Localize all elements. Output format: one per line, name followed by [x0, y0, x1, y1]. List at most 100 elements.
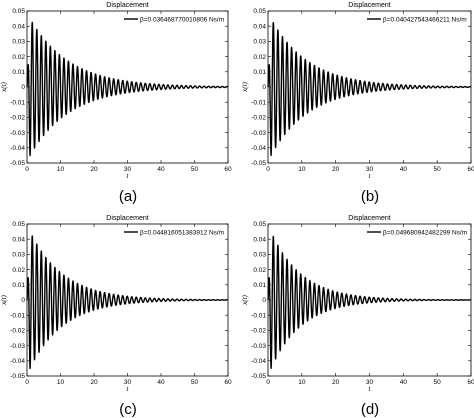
y-tick-label: 0: [262, 84, 266, 91]
y-tick-label: -0.02: [251, 115, 266, 122]
y-tick-label: -0.04: [251, 145, 266, 152]
y-tick-label: 0.05: [12, 221, 25, 228]
x-tick-label: 60: [467, 379, 474, 386]
y-tick-label: -0.01: [251, 99, 266, 106]
series-line: [26, 235, 229, 370]
x-tick-label: 10: [298, 379, 306, 386]
y-tick-label: 0.05: [253, 8, 266, 15]
y-tick-label: 0.03: [253, 39, 266, 46]
x-tick-label: 30: [124, 166, 132, 173]
x-tick-label: 30: [124, 379, 132, 386]
x-tick-label: 50: [434, 166, 442, 173]
x-tick-label: 0: [25, 166, 29, 173]
y-tick-label: -0.02: [10, 115, 25, 122]
y-tick-label: 0.02: [12, 54, 25, 61]
chart-panel-d: -0.05 -0.04 -0.03 -0.02 -0.01 0 0.01 0.02 0.03 0.…: [241, 215, 474, 418]
x-tick-label: 50: [191, 166, 199, 173]
y-tick-label: -0.02: [10, 328, 25, 335]
y-tick-label: 0.05: [253, 221, 266, 228]
chart-title: Displacement: [106, 2, 148, 9]
x-tick-label: 40: [400, 166, 408, 173]
chart-title: Displacement: [348, 2, 390, 9]
x-tick-label: 20: [90, 379, 98, 386]
y-tick-label: 0.02: [12, 267, 25, 274]
y-tick-label: 0.04: [12, 236, 25, 243]
x-tick-label: 60: [467, 166, 474, 173]
y-tick-label: 0.05: [12, 8, 25, 15]
x-tick-label: 60: [224, 166, 232, 173]
y-axis-label: x(t): [0, 81, 8, 92]
y-tick-label: -0.01: [10, 99, 25, 106]
x-tick-label: 30: [366, 379, 374, 386]
chart-panel-a: -0.05 -0.04 -0.03 -0.02 -0.01 0 0.01 0.02 0.03 0.…: [0, 2, 232, 205]
y-tick-label: 0.01: [12, 69, 25, 76]
y-tick-label: 0: [21, 297, 25, 304]
y-tick-label: -0.05: [251, 373, 266, 380]
y-tick-label: 0.04: [12, 23, 25, 30]
x-tick-label: 20: [332, 379, 340, 386]
y-tick-label: -0.02: [251, 328, 266, 335]
y-axis-label: x(t): [241, 81, 249, 92]
chart-title: Displacement: [348, 215, 390, 222]
x-tick-label: 10: [298, 166, 306, 173]
x-tick-label: 60: [224, 379, 232, 386]
y-tick-label: 0.03: [253, 252, 266, 259]
chart-panel-b: -0.05 -0.04 -0.03 -0.02 -0.01 0 0.01 0.02 0.03 0.…: [241, 2, 474, 205]
x-tick-label: 0: [266, 379, 270, 386]
legend-label: β=0.044816051383912 Ns/m: [140, 229, 224, 236]
y-tick-label: 0.02: [253, 54, 266, 61]
x-tick-label: 10: [57, 166, 65, 173]
x-axis-label: t: [127, 385, 130, 393]
y-tick-label: 0: [262, 297, 266, 304]
y-axis-label: x(t): [0, 294, 8, 305]
series-line: [267, 235, 472, 370]
series-line: [267, 21, 472, 157]
x-tick-label: 40: [157, 379, 165, 386]
y-tick-label: -0.03: [251, 130, 266, 137]
y-tick-label: 0.01: [12, 282, 25, 289]
y-tick-label: 0.01: [253, 69, 266, 76]
x-tick-label: 40: [157, 166, 165, 173]
x-tick-label: 0: [266, 166, 270, 173]
x-tick-label: 20: [332, 166, 340, 173]
y-tick-label: -0.01: [251, 312, 266, 319]
y-tick-label: -0.05: [10, 373, 25, 380]
y-tick-label: -0.01: [10, 312, 25, 319]
y-tick-label: -0.04: [10, 358, 25, 365]
y-tick-label: -0.05: [251, 160, 266, 167]
y-tick-label: -0.05: [10, 160, 25, 167]
x-tick-label: 50: [191, 379, 199, 386]
y-tick-label: -0.04: [10, 145, 25, 152]
x-axis-label: t: [369, 385, 372, 393]
y-tick-label: 0: [21, 84, 25, 91]
x-axis-label: t: [369, 172, 372, 180]
panel-caption: (b): [361, 188, 379, 205]
y-axis-label: x(t): [241, 294, 249, 305]
panel-caption: (a): [119, 188, 137, 205]
x-tick-label: 10: [57, 379, 65, 386]
y-tick-label: -0.03: [251, 343, 266, 350]
series-line: [26, 21, 229, 157]
panel-caption: (d): [361, 401, 379, 418]
legend-label: β=0.040427543466211 Ns/m: [383, 16, 467, 23]
y-tick-label: 0.04: [253, 23, 266, 30]
panel-caption: (c): [119, 401, 137, 418]
x-tick-label: 0: [25, 379, 29, 386]
y-tick-label: 0.03: [12, 39, 25, 46]
chart-panel-c: -0.05 -0.04 -0.03 -0.02 -0.01 0 0.01 0.02 0.03 0.…: [0, 215, 232, 418]
x-tick-label: 50: [434, 379, 442, 386]
y-tick-label: 0.01: [253, 282, 266, 289]
y-tick-label: -0.04: [251, 358, 266, 365]
y-tick-label: 0.03: [12, 252, 25, 259]
x-tick-label: 30: [366, 166, 374, 173]
y-tick-label: -0.03: [10, 130, 25, 137]
legend-label: β=0.036468770010806 Ns/m: [140, 16, 224, 23]
y-tick-label: 0.04: [253, 236, 266, 243]
legend-label: β=0.049680942482299 Ns/m: [383, 229, 467, 236]
x-axis-label: t: [127, 172, 130, 180]
y-tick-label: -0.03: [10, 343, 25, 350]
x-tick-label: 20: [90, 166, 98, 173]
chart-title: Displacement: [106, 215, 148, 222]
y-tick-label: 0.02: [253, 267, 266, 274]
